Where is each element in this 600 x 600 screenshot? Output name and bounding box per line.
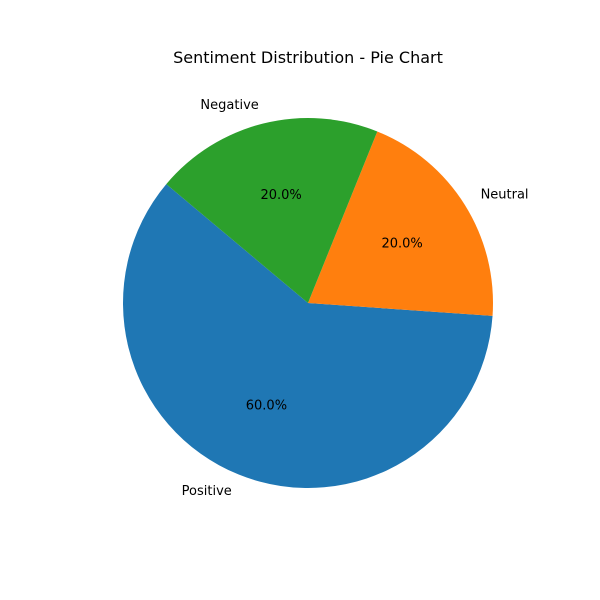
pie-slice-neutral (308, 131, 493, 316)
labels-layer: Positive 60.0% Neutral 20.0% Negative 20.0% (182, 98, 529, 499)
slices-layer (123, 117, 493, 489)
pie-slice-negative (166, 117, 378, 303)
pie-percent-negative: 20.0% (260, 188, 301, 203)
pie-slice-positive (123, 184, 493, 489)
pie-label-neutral: Neutral (481, 188, 529, 203)
pie-percent-positive: 60.0% (246, 398, 287, 413)
pie-label-negative: Negative (200, 98, 258, 113)
pie-label-positive: Positive (182, 484, 232, 499)
pie-percent-neutral: 20.0% (381, 237, 422, 252)
chart-title: Sentiment Distribution - Pie Chart (173, 48, 443, 67)
